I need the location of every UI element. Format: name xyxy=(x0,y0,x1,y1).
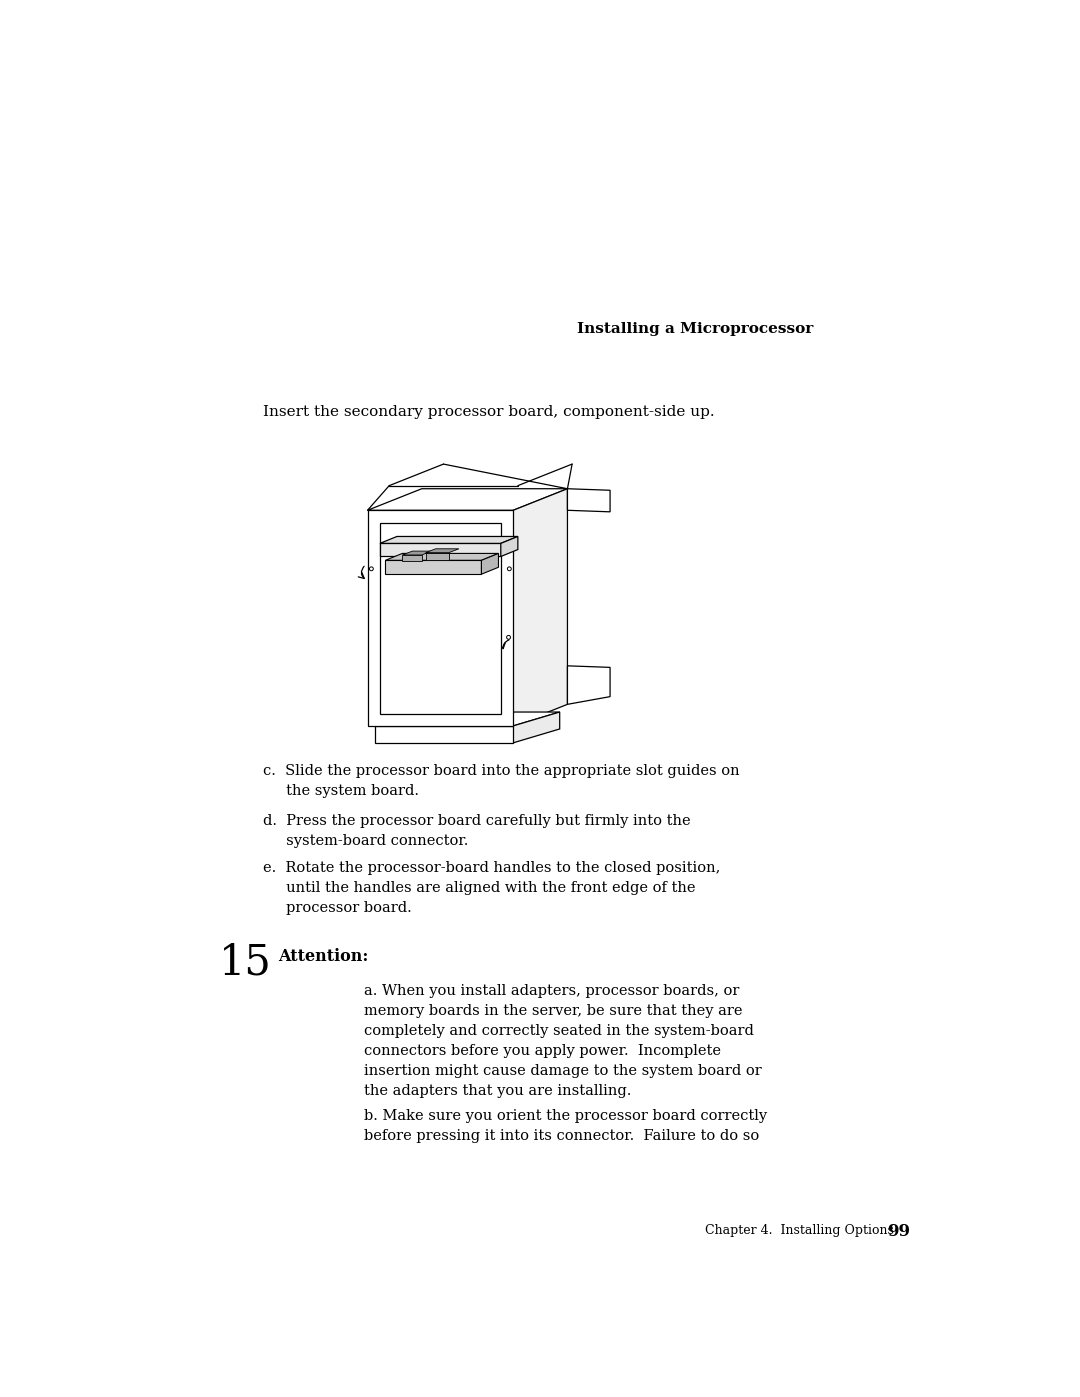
Polygon shape xyxy=(567,666,610,704)
Text: e.  Rotate the processor-board handles to the closed position,
     until the ha: e. Rotate the processor-board handles to… xyxy=(262,861,720,915)
Text: 99: 99 xyxy=(887,1222,909,1239)
Polygon shape xyxy=(426,553,449,560)
Text: Attention:: Attention: xyxy=(279,947,368,965)
Polygon shape xyxy=(367,489,567,510)
Polygon shape xyxy=(482,553,499,574)
Text: Insert the secondary processor board, component-side up.: Insert the secondary processor board, co… xyxy=(262,405,715,419)
Polygon shape xyxy=(386,560,482,574)
Text: Chapter 4.  Installing Options: Chapter 4. Installing Options xyxy=(704,1224,893,1238)
Polygon shape xyxy=(386,553,499,560)
Polygon shape xyxy=(380,536,517,543)
Polygon shape xyxy=(380,522,501,714)
Text: a. When you install adapters, processor boards, or
memory boards in the server, : a. When you install adapters, processor … xyxy=(364,983,761,1098)
Polygon shape xyxy=(567,489,610,511)
Polygon shape xyxy=(513,489,567,726)
Text: b. Make sure you orient the processor board correctly
before pressing it into it: b. Make sure you orient the processor bo… xyxy=(364,1109,767,1143)
Polygon shape xyxy=(513,712,559,743)
Text: d.  Press the processor board carefully but firmly into the
     system-board co: d. Press the processor board carefully b… xyxy=(262,814,690,848)
Polygon shape xyxy=(375,712,559,726)
Text: Installing a Microprocessor: Installing a Microprocessor xyxy=(577,321,813,335)
Polygon shape xyxy=(380,543,501,556)
Polygon shape xyxy=(375,726,513,743)
Polygon shape xyxy=(367,510,513,726)
Polygon shape xyxy=(426,549,459,553)
Polygon shape xyxy=(501,536,517,556)
Text: 15: 15 xyxy=(218,942,271,983)
Polygon shape xyxy=(403,550,432,555)
Polygon shape xyxy=(403,555,422,562)
Text: c.  Slide the processor board into the appropriate slot guides on
     the syste: c. Slide the processor board into the ap… xyxy=(262,764,740,799)
